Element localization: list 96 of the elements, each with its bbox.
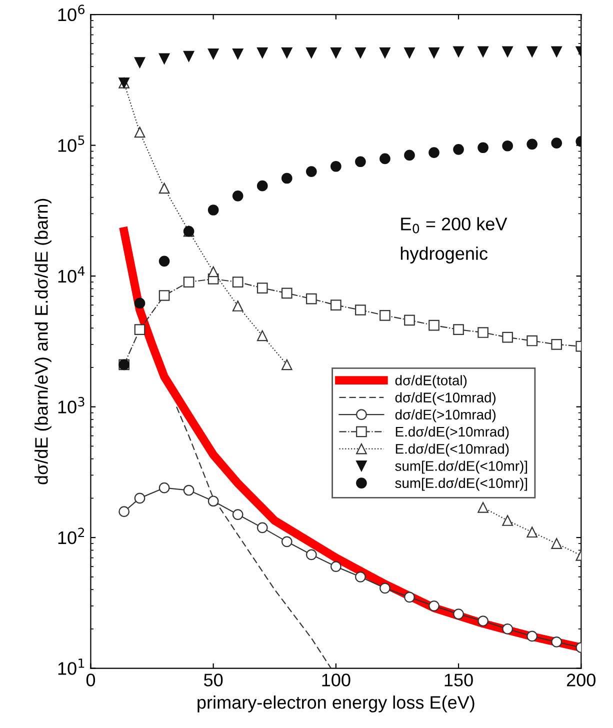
x-axis-title: primary-electron energy loss E(eV) [198, 696, 474, 712]
point [478, 327, 488, 338]
y-tick-label: 10$^{5}$ [58, 136, 84, 152]
point [232, 509, 244, 520]
point [453, 46, 464, 58]
point [428, 147, 440, 158]
point [306, 47, 317, 58]
point [551, 636, 562, 648]
point [380, 47, 390, 58]
point [134, 492, 146, 504]
point [551, 46, 562, 58]
point [158, 290, 170, 301]
point [526, 138, 538, 150]
point [526, 46, 538, 58]
point [551, 138, 562, 148]
point [330, 561, 342, 572]
point [478, 46, 488, 58]
point [380, 582, 390, 594]
point [134, 298, 146, 309]
point [281, 172, 292, 184]
point [158, 256, 170, 267]
y-tick-label: 10$^{2}$ [58, 528, 84, 544]
point [404, 592, 415, 603]
point [134, 57, 146, 68]
point [256, 282, 268, 294]
point [502, 332, 513, 343]
point [232, 190, 244, 202]
point [502, 624, 513, 634]
point [306, 549, 317, 560]
point [453, 324, 464, 335]
legend-label: dσ/dE(<10mrad) [395, 392, 496, 406]
point [404, 314, 415, 326]
point [232, 48, 244, 60]
legend-label: E.dσ/dE(>10mrad) [396, 426, 509, 440]
point [208, 48, 219, 60]
y-tick-label: 10$^{4}$ [58, 266, 85, 283]
point [355, 304, 366, 316]
legend-label: dσ/dE(>10mrad) [395, 409, 496, 422]
point [355, 47, 366, 58]
point [478, 142, 488, 154]
point [478, 616, 488, 626]
point [281, 288, 292, 299]
legend-label: dσ/dE(total) [395, 375, 467, 388]
point [183, 276, 194, 288]
point [502, 46, 513, 58]
legend-label: sum[E.dσ/dE(<10mr)] [395, 460, 528, 474]
point [256, 330, 268, 342]
point [208, 266, 219, 278]
point [428, 320, 440, 331]
y-tick-label: 10$^{1}$ [58, 658, 84, 675]
point [428, 600, 440, 612]
point [306, 293, 317, 304]
point [232, 276, 244, 288]
point [380, 153, 390, 164]
point [183, 50, 194, 62]
point [404, 47, 415, 58]
point [281, 47, 292, 58]
annotation: hydrogenic [400, 246, 488, 264]
point [502, 140, 513, 152]
x-tick-label: 50 [204, 674, 223, 686]
point [118, 506, 130, 517]
legend-label: E.dσ/dE(<10mrad) [396, 444, 509, 457]
point [330, 160, 342, 172]
point [453, 608, 464, 620]
point [208, 204, 219, 216]
x-tick-label: 100 [322, 674, 350, 686]
y-tick-label: 10$^{6}$ [58, 4, 84, 22]
point [330, 47, 342, 58]
point [306, 166, 317, 177]
point [281, 536, 292, 548]
x-tick-label: 0 [86, 674, 96, 686]
point [551, 339, 562, 350]
annotation: E$_{0}$ = 200 keV [401, 217, 508, 234]
x-tick-label: 150 [444, 674, 473, 686]
point [183, 484, 194, 496]
point [380, 310, 390, 321]
point [355, 572, 366, 582]
point [330, 300, 342, 310]
legend-label: sum[E.dσ/dE(<10mr)] [395, 478, 528, 491]
point [355, 156, 366, 168]
point [526, 335, 538, 346]
x-tick-label: 200 [566, 674, 596, 686]
point [404, 150, 415, 161]
point [158, 482, 170, 494]
point [232, 300, 244, 312]
y-axis-title: dσ/dE (barn/eV) and E.dσ/dE (barn) [34, 198, 52, 484]
point [428, 47, 440, 58]
point [256, 522, 268, 534]
point [256, 180, 268, 192]
point [158, 53, 170, 64]
point [453, 144, 464, 155]
point [208, 496, 219, 507]
point [256, 47, 268, 58]
y-tick-label: 10$^{3}$ [58, 396, 84, 414]
point [134, 324, 146, 335]
point [526, 630, 538, 642]
